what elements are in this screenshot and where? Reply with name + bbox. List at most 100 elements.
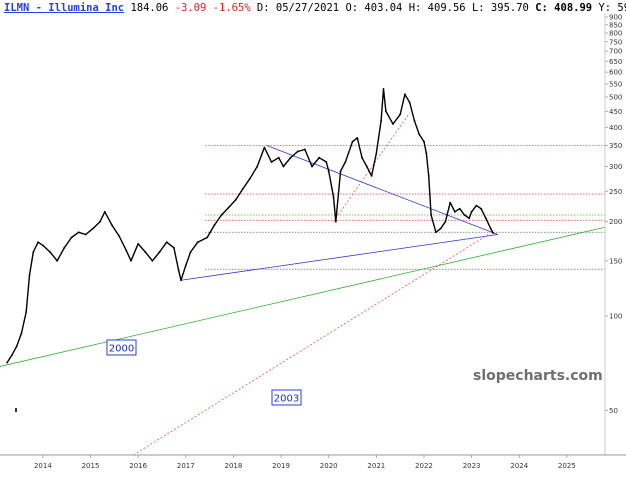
price-point [318, 156, 321, 159]
y-tick-label: 900 [609, 13, 622, 21]
price-point [439, 227, 442, 230]
x-tick-label: 2018 [225, 462, 243, 470]
price-point [177, 269, 180, 272]
y-tick-label: 200 [609, 218, 622, 226]
price-point [327, 170, 330, 172]
close-value: 408.99 [554, 2, 593, 14]
price-point [189, 251, 192, 253]
label-2000: 2000 [109, 344, 134, 355]
price-point [15, 345, 18, 348]
red-dotted-trendline [133, 234, 489, 456]
price-point [344, 161, 347, 163]
price-point [25, 311, 28, 313]
y-tick-label: 650 [609, 58, 622, 66]
label-2003-box[interactable] [271, 389, 302, 406]
price-point [234, 198, 237, 201]
price-point [49, 251, 51, 253]
price-point [332, 195, 335, 198]
price-point [11, 354, 13, 357]
price-point [311, 165, 313, 168]
price-point [172, 246, 175, 249]
price-point [70, 236, 73, 239]
price-point [6, 361, 9, 364]
x-tick-label: 2021 [367, 462, 385, 470]
price-point [485, 217, 487, 220]
price-point [289, 156, 292, 159]
price-point [361, 156, 363, 159]
price-point [184, 264, 187, 267]
x-tick-label: 2024 [510, 462, 528, 470]
price-point [382, 88, 385, 90]
price-point [256, 165, 259, 168]
green-trendline [0, 226, 606, 367]
price-point [111, 224, 113, 227]
price-point [151, 259, 154, 262]
y-tick-label: 550 [609, 81, 622, 89]
price-point [430, 214, 433, 216]
price-point [404, 93, 406, 96]
price-point [196, 241, 199, 244]
y-tick-label: 50 [609, 407, 618, 415]
x-tick-label: 2017 [177, 462, 195, 470]
price-point [425, 152, 428, 155]
price-point [227, 206, 230, 209]
price-point [270, 161, 273, 163]
y-tick-label: 300 [609, 163, 622, 171]
price-point [427, 174, 430, 177]
price-point [37, 241, 40, 244]
red-dotted-trendline-2020 [333, 112, 411, 222]
y-tick-label: 150 [609, 257, 622, 265]
price-point [28, 274, 31, 277]
y-tick-label: 250 [609, 188, 622, 196]
price-point [99, 220, 101, 223]
label-2003: 2003 [274, 394, 299, 405]
price-point [423, 140, 425, 143]
high-label: H: [408, 2, 422, 14]
price-point [356, 137, 359, 139]
y-tick-label: 450 [609, 108, 622, 116]
x-tick-label: 2015 [82, 462, 100, 470]
price-point [20, 332, 23, 335]
watermark: slopecharts.com [473, 368, 603, 384]
price-point [77, 231, 80, 234]
price-point [263, 146, 266, 149]
symbol-link[interactable]: ILMN - Illumina Inc [4, 2, 125, 14]
price-point [375, 152, 378, 155]
price-point [449, 201, 452, 204]
price-point [418, 133, 421, 136]
price-point [242, 187, 244, 190]
last-price: 184.06 [130, 2, 169, 14]
price-point [137, 242, 140, 245]
price-point [32, 251, 35, 253]
price-point [220, 214, 223, 216]
price-point [206, 236, 209, 239]
date-value: 05/27/2021 [275, 2, 340, 14]
price-point [384, 110, 387, 113]
price-change-percent: -1.65% [212, 2, 251, 14]
low-label: L: [471, 2, 485, 14]
chart-header: ILMN - Illumina Inc 184.06 -3.09 -1.65% … [4, 2, 626, 14]
y-tick-label: 500 [609, 93, 622, 101]
price-point [125, 249, 128, 252]
x-tick-label: 2020 [320, 462, 338, 470]
price-point [41, 244, 44, 247]
price-point [434, 231, 437, 234]
label-2000-box[interactable] [106, 339, 137, 356]
price-point [165, 241, 168, 244]
price-point [365, 165, 368, 168]
y-tick-label: 700 [609, 48, 622, 56]
price-point [213, 224, 216, 227]
price-point [277, 156, 280, 159]
price-point [103, 210, 106, 213]
price-point [399, 113, 402, 116]
y-tick-label: 800 [609, 30, 622, 38]
high-value: 409.56 [427, 2, 466, 14]
small-marker [15, 408, 17, 412]
price-point [334, 220, 337, 223]
price-point [480, 207, 483, 210]
price-point [408, 101, 411, 104]
price-point [392, 123, 394, 125]
price-point [84, 233, 87, 236]
price-point [130, 259, 132, 262]
